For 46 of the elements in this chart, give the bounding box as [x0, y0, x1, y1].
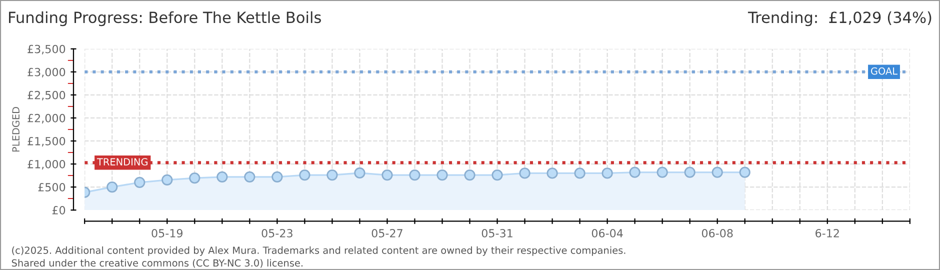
chart-title: Funding Progress: Before The Kettle Boils: [9, 11, 321, 26]
ref-line-label: TRENDING: [96, 158, 148, 166]
x-tick-label: 05-31: [482, 229, 512, 238]
x-tick-label: 05-19: [152, 229, 182, 238]
point: [629, 166, 640, 178]
y-tick-label: £1,000: [28, 160, 66, 170]
point: [409, 170, 420, 181]
text: (c)2025. Additional content provided by Alex Mura. Trademarks and related content are owned by their respective companies.: [12, 246, 626, 256]
y-tick-label: £2,000: [28, 114, 66, 124]
x-tick-label: 05-23: [262, 229, 292, 238]
chart-subtitle: Trending: £1,029 (34%): [748, 11, 932, 26]
y-tick-label: £3,500: [28, 44, 66, 54]
x-tick-label: 05-27: [372, 229, 402, 238]
point: [436, 170, 448, 181]
point: [546, 168, 558, 179]
point: [684, 166, 696, 178]
y-tick-label: £3,000: [28, 68, 66, 78]
point: [354, 167, 366, 179]
y-tick-label: £1,500: [28, 136, 66, 146]
y-tick-label: £500: [38, 183, 66, 192]
point: [162, 174, 173, 186]
point: [712, 166, 723, 178]
point: [464, 170, 476, 181]
point: [382, 170, 393, 181]
point: [216, 171, 228, 182]
point: [739, 166, 750, 178]
point: [106, 181, 118, 193]
x-tick-label: 06-04: [592, 229, 623, 238]
point: [574, 168, 586, 179]
point: [519, 168, 530, 179]
point: [189, 172, 200, 184]
y-tick-label: £2,500: [28, 90, 66, 100]
point: [134, 176, 146, 188]
ref-line-label: GOAL: [871, 67, 898, 75]
point: [326, 170, 338, 181]
point: [244, 171, 256, 182]
x-tick-label: 6-12: [816, 229, 839, 238]
point: [299, 170, 310, 181]
x-tick-label: 06-08: [702, 229, 733, 238]
point: [272, 171, 283, 182]
y-tick-label: £0: [52, 206, 66, 214]
point: [492, 170, 503, 181]
y-axis-title: PLEDGED: [12, 107, 20, 152]
point: [656, 166, 668, 178]
point: [602, 168, 613, 179]
text: Shared under the creative commons (CC BY-NC 3.0) license.: [12, 259, 302, 268]
